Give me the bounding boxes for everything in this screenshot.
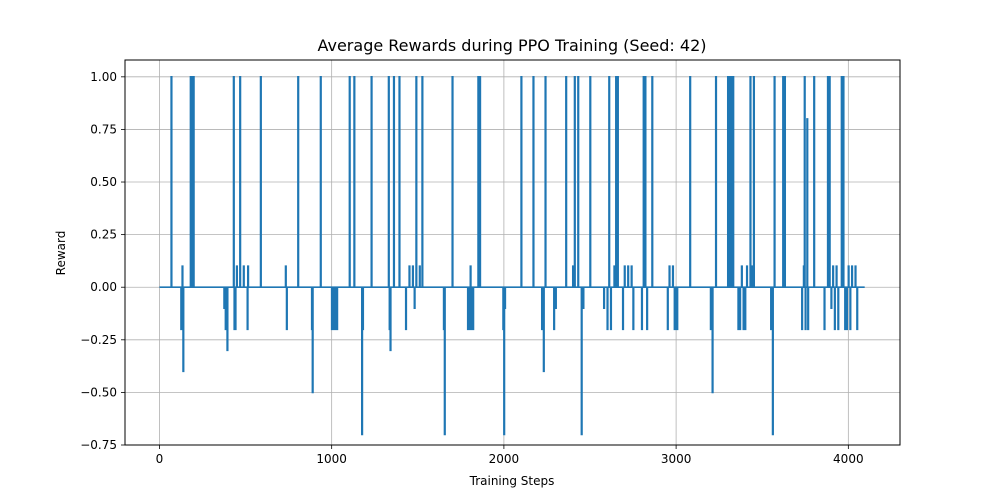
y-tick-label: 0.25 — [90, 228, 117, 242]
y-tick-label: 0.75 — [90, 122, 117, 136]
y-tick-label: 0.00 — [90, 280, 117, 294]
chart-title: Average Rewards during PPO Training (See… — [317, 36, 706, 55]
x-tick-label: 2000 — [489, 452, 520, 466]
y-tick-label: −0.25 — [80, 333, 117, 347]
y-tick-label: −0.50 — [80, 385, 117, 399]
y-axis: −0.75 −0.50 −0.25 0.00 0.25 0.50 0.75 1.00 — [80, 70, 125, 452]
x-tick-label: 0 — [156, 452, 164, 466]
y-tick-label: 0.50 — [90, 175, 117, 189]
plot-frame — [124, 59, 901, 446]
x-axis-label: Training Steps — [469, 474, 555, 488]
x-tick-label: 3000 — [661, 452, 692, 466]
y-axis-label: Reward — [54, 231, 68, 276]
x-tick-label: 1000 — [316, 452, 347, 466]
y-tick-label: 1.00 — [90, 70, 117, 84]
x-tick-label: 4000 — [833, 452, 864, 466]
series-line — [159, 76, 865, 436]
x-axis: 0 1000 2000 3000 4000 — [156, 445, 864, 466]
series-layer — [159, 76, 865, 436]
y-tick-label: −0.75 — [80, 438, 117, 452]
